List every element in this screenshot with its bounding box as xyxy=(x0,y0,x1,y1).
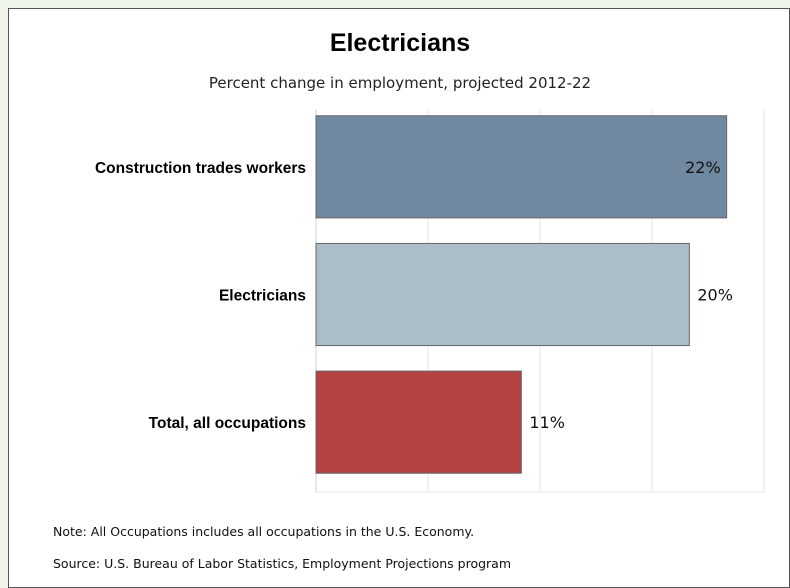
category-label: Electricians xyxy=(219,288,306,305)
chart-frame: Electricians Percent change in employmen… xyxy=(8,8,790,588)
category-label: Construction trades workers xyxy=(95,160,306,177)
bar-0 xyxy=(315,115,728,219)
bar-chart: Construction trades workers 22% Electricia… xyxy=(95,109,765,493)
chart-note: Note: All Occupations includes all occup… xyxy=(53,524,475,539)
chart-subtitle: Percent change in employment, projected … xyxy=(208,74,592,92)
chart-title: Electricians xyxy=(329,29,471,57)
bar-2 xyxy=(315,370,522,474)
category-label: Total, all occupations xyxy=(149,415,306,432)
chart-source: Source: U.S. Bureau of Labor Statistics,… xyxy=(53,556,512,571)
value-label: 11% xyxy=(529,413,565,432)
bar-1 xyxy=(315,242,690,347)
value-label: 22% xyxy=(685,158,721,177)
value-label: 20% xyxy=(697,286,733,305)
